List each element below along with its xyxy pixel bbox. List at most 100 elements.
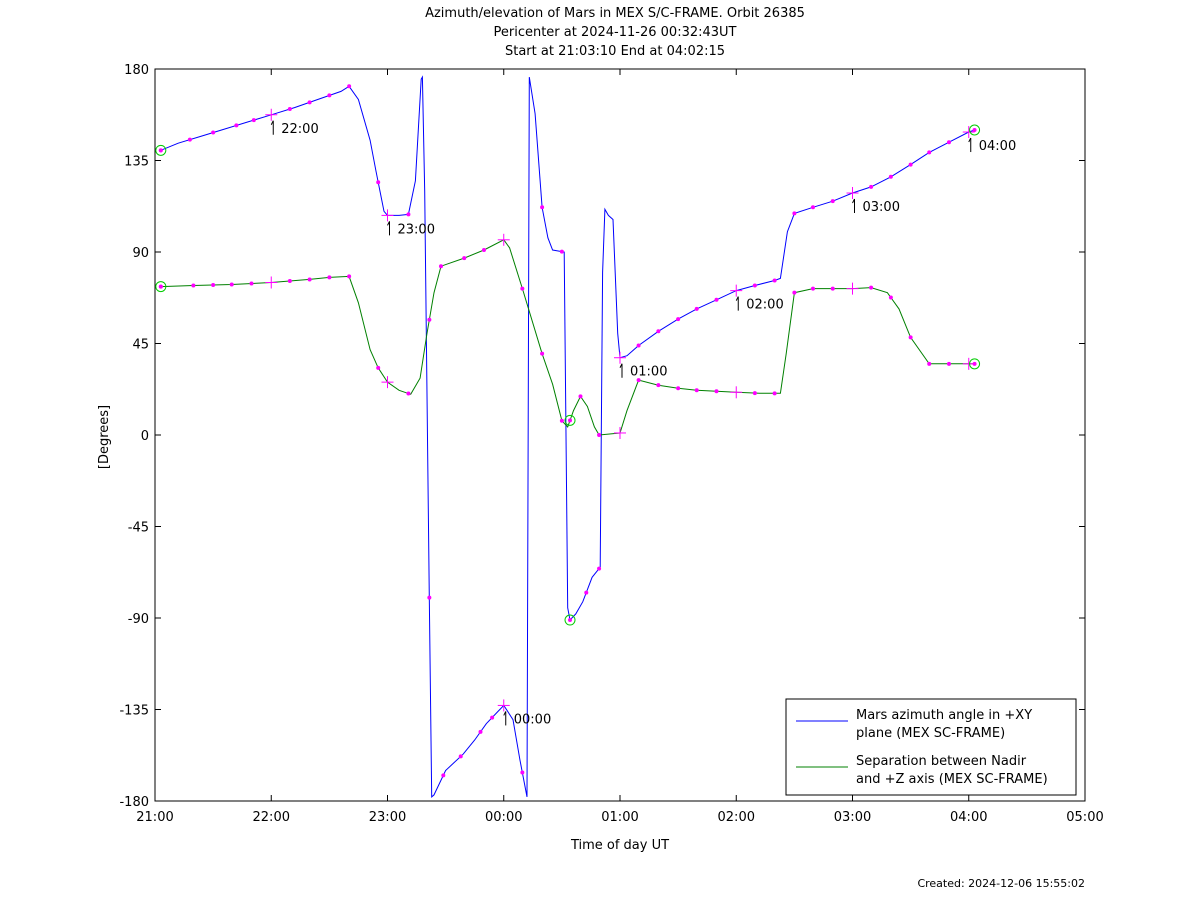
data-point-marker <box>869 184 874 189</box>
data-point-marker <box>307 277 312 282</box>
endpoint-circle-marker <box>155 144 167 156</box>
data-point-marker <box>478 729 483 734</box>
marker-layer <box>155 84 981 778</box>
endpoint-circle-marker <box>969 358 981 370</box>
legend-entry-0: Mars azimuth angle in +XY <box>856 708 1032 723</box>
annotation-label: 00:00 <box>514 712 551 727</box>
data-point-marker <box>249 281 254 286</box>
data-point-marker <box>540 351 545 356</box>
data-point-marker <box>347 274 352 279</box>
data-point-marker <box>597 566 602 571</box>
legend: Mars azimuth angle in +XY plane (MEX SC-F… <box>785 698 1077 796</box>
data-point-marker <box>520 286 525 291</box>
x-axis-label: Time of day UT <box>570 838 669 853</box>
x-tick-label: 05:00 <box>1066 810 1103 825</box>
data-point-marker <box>830 286 835 291</box>
data-point-marker <box>676 317 681 322</box>
data-point-marker <box>540 205 545 210</box>
data-point-marker <box>251 118 256 123</box>
annotation-arrowhead <box>968 137 972 143</box>
data-point-marker <box>307 100 312 105</box>
annotation-label: 02:00 <box>746 298 783 313</box>
y-tick-label: 90 <box>132 246 149 261</box>
data-point-marker <box>694 388 699 393</box>
data-point-marker <box>636 378 641 383</box>
y-tick-label: -90 <box>128 612 149 627</box>
annotation-label: 01:00 <box>630 365 667 380</box>
data-point-marker <box>406 391 411 396</box>
data-point-marker <box>927 150 932 155</box>
annotation-arrowhead <box>503 711 507 716</box>
annotation-arrowhead <box>619 363 623 368</box>
x-tick-label: 22:00 <box>253 810 290 825</box>
data-point-marker <box>287 107 292 112</box>
endpoint-circle-marker <box>969 124 981 136</box>
data-point-marker <box>481 247 486 252</box>
series-layer <box>160 75 975 798</box>
endpoint-point <box>158 148 163 153</box>
data-point-marker <box>520 770 525 775</box>
data-point-marker <box>584 590 589 595</box>
data-point-marker <box>772 391 777 396</box>
data-point-marker <box>908 335 913 340</box>
data-point-marker <box>597 433 602 437</box>
data-point-marker <box>714 389 719 394</box>
y-tick-label: 180 <box>124 63 149 78</box>
data-point-marker <box>347 84 352 89</box>
y-tick-label: -45 <box>128 521 149 536</box>
data-point-marker <box>490 715 495 720</box>
annotation-label: 03:00 <box>863 200 900 215</box>
annotation-arrowhead <box>852 198 855 204</box>
data-point-marker <box>636 343 641 348</box>
data-point-marker <box>438 264 443 269</box>
data-point-marker <box>287 279 292 284</box>
data-point-marker <box>694 306 699 311</box>
data-point-marker <box>441 773 446 778</box>
axes: 21:00 22:00 23:00 00:00 01:00 02:00 03:00 04:00… <box>119 63 1103 825</box>
data-point-marker <box>559 249 564 254</box>
data-point-marker <box>578 394 583 399</box>
data-point-marker <box>810 205 815 210</box>
created-timestamp: Created: 2024-12-06 15:55:02 <box>917 877 1085 890</box>
data-point-marker <box>792 290 797 295</box>
annotation-label: 04:00 <box>979 139 1016 154</box>
series-line-1 <box>160 239 975 436</box>
data-point-marker <box>427 595 432 600</box>
data-point-marker <box>376 365 381 370</box>
y-tick-label: 0 <box>141 429 149 444</box>
data-point-marker <box>234 123 239 128</box>
y-tick-label: -180 <box>119 795 149 810</box>
x-tick-label: 23:00 <box>369 810 406 825</box>
annotation-arrowhead <box>387 221 390 226</box>
data-point-marker <box>714 297 719 302</box>
hour-annotations: 22:00 23:00 00:00 01:00 02:00 03:00 04:00 <box>270 120 1016 727</box>
data-point-marker <box>676 386 681 391</box>
endpoint-point <box>972 361 977 366</box>
annotation-arrowhead <box>270 120 274 125</box>
data-point-marker <box>810 286 815 291</box>
data-point-marker <box>656 329 661 334</box>
data-point-marker <box>792 211 797 216</box>
endpoint-point <box>568 418 573 423</box>
chart-subtitle-pericenter: Pericenter at 2024-11-26 00:32:43UT <box>493 25 736 40</box>
data-point-marker <box>888 295 893 300</box>
data-point-marker <box>752 283 757 288</box>
series-line-0 <box>160 75 975 798</box>
data-point-marker <box>656 383 661 388</box>
data-point-marker <box>191 283 196 288</box>
endpoint-point <box>568 618 573 623</box>
data-point-marker <box>946 140 951 145</box>
x-tick-label: 00:00 <box>485 810 522 825</box>
annotation-label: 23:00 <box>398 222 435 237</box>
y-tick-label: -135 <box>119 704 149 719</box>
endpoint-circle-marker <box>564 614 576 626</box>
data-point-marker <box>772 278 777 283</box>
data-point-marker <box>427 317 432 322</box>
data-point-marker <box>830 199 835 204</box>
data-point-marker <box>458 754 463 759</box>
data-point-marker <box>211 283 216 288</box>
data-point-marker <box>908 162 913 167</box>
y-tick-label: 135 <box>124 155 149 170</box>
annotation-arrowhead <box>735 296 739 301</box>
chart-title: Azimuth/elevation of Mars in MEX S/C-FRA… <box>425 6 805 21</box>
